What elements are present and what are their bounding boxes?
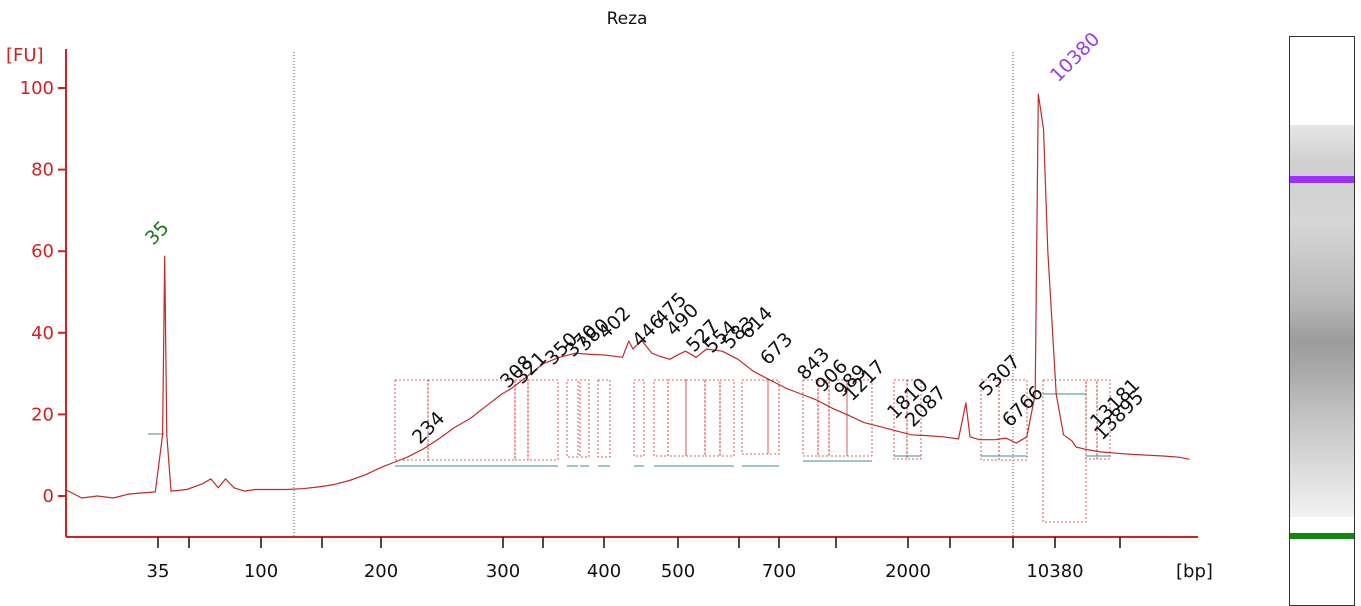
peak-region-box xyxy=(704,379,721,457)
x-tick-label: 35 xyxy=(147,561,170,582)
peak-region-fills xyxy=(148,379,1111,523)
y-tick-label: 60 xyxy=(31,241,54,262)
peak-labels: 2343083213503703804024464754905275545836… xyxy=(141,28,1148,448)
peak-region-box xyxy=(633,379,645,457)
peak-region-box xyxy=(802,379,819,457)
peak-region-box xyxy=(1096,379,1111,460)
peak-region-box xyxy=(653,379,669,457)
peak-label: 234 xyxy=(408,407,449,448)
axes: 0 20 40 60 80 100 35 100 200 300 400 500 700 2000 1038… xyxy=(20,49,1198,582)
y-tick-label: 40 xyxy=(31,323,54,344)
x-tick-label: 200 xyxy=(364,561,398,582)
gel-smear xyxy=(1290,125,1354,517)
peak-label: 6766 xyxy=(998,382,1048,432)
peak-region-box xyxy=(741,379,769,455)
signal-trace-line xyxy=(65,93,1190,499)
signal-trace xyxy=(65,93,1190,499)
x-tick-label: 100 xyxy=(244,561,278,582)
gel-lane xyxy=(1289,36,1355,606)
marker-guide-lines xyxy=(293,52,1014,537)
upper-marker-label: 10380 xyxy=(1046,28,1104,86)
peak-region-box xyxy=(566,379,579,458)
peak-region-box xyxy=(667,379,687,457)
peak-region-box xyxy=(846,379,873,457)
peak-region-box xyxy=(685,379,706,457)
peak-region-box xyxy=(427,379,516,461)
peak-region-box xyxy=(719,379,735,457)
x-tick-label: 10380 xyxy=(1026,561,1083,582)
x-tick-label: 2000 xyxy=(885,561,931,582)
gel-upper-marker-band xyxy=(1290,176,1354,183)
chart-title: Reza xyxy=(607,9,648,29)
peak-region-box xyxy=(597,379,611,458)
peak-region-box xyxy=(767,379,780,455)
y-tick-label: 0 xyxy=(43,486,54,507)
peak-region-box xyxy=(579,379,590,458)
peak-region-box xyxy=(998,379,1028,461)
peak-region-box xyxy=(514,379,529,461)
peak-region-box xyxy=(1042,379,1087,523)
lower-marker-label: 35 xyxy=(141,217,174,250)
x-tick-label: 300 xyxy=(486,561,520,582)
gel-lower-marker-band xyxy=(1290,533,1354,539)
peak-region-box xyxy=(527,379,559,461)
x-tick-label: 400 xyxy=(587,561,621,582)
y-tick-label: 80 xyxy=(31,160,54,181)
peak-region-box xyxy=(906,379,922,460)
x-axis-label: [bp] xyxy=(1176,561,1213,582)
x-tick-label: 700 xyxy=(762,561,796,582)
y-tick-label: 20 xyxy=(31,404,54,425)
peak-label: 5307 xyxy=(975,351,1025,401)
peak-region-box xyxy=(893,379,908,460)
x-tick-label: 500 xyxy=(661,561,695,582)
y-tick-label: 100 xyxy=(20,78,54,99)
peak-label: 673 xyxy=(756,328,797,369)
y-axis-label: [FU] xyxy=(6,45,44,66)
peak-region-box xyxy=(1085,379,1098,460)
